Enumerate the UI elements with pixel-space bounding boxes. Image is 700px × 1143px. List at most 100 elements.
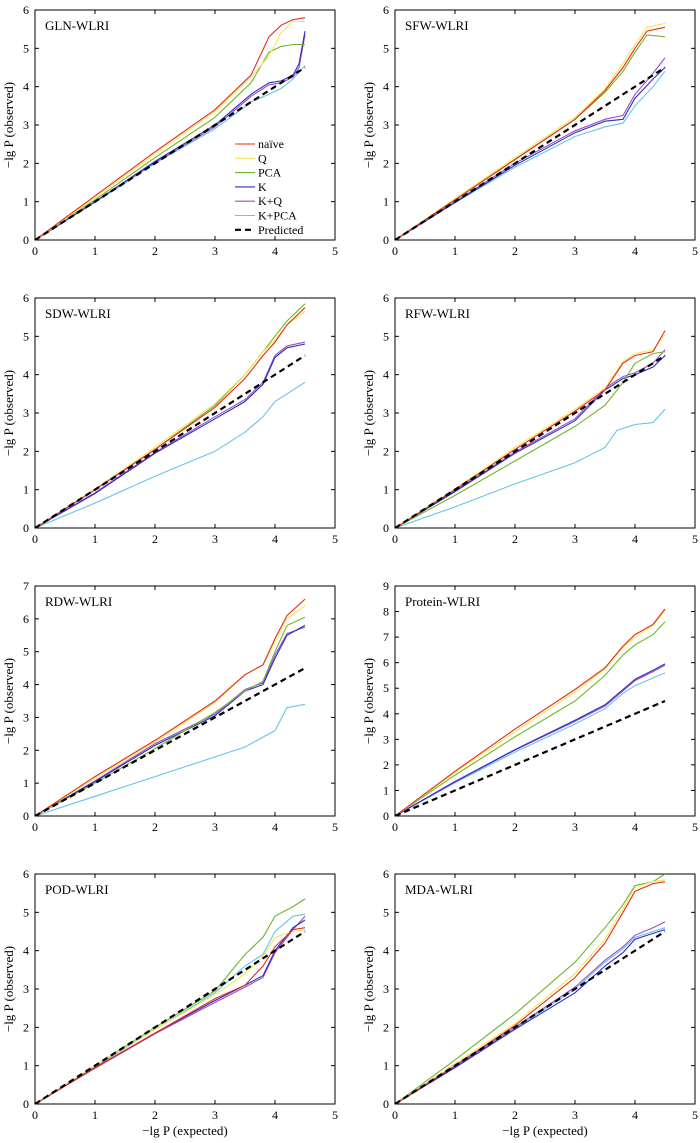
y-tick-label: 1 (23, 776, 29, 790)
x-tick-label: 5 (692, 244, 698, 258)
y-tick-label: 1 (383, 483, 389, 497)
x-tick-label: 0 (32, 244, 38, 258)
y-tick-label: 8 (383, 605, 389, 619)
x-tick-label: 5 (692, 532, 698, 546)
y-tick-label: 5 (383, 329, 389, 343)
series-line-naive (395, 26, 666, 240)
x-tick-label: 5 (332, 532, 338, 546)
x-tick-label: 3 (572, 1108, 578, 1122)
y-axis-label: −lg P (observed) (1, 82, 16, 168)
series-line-predicted (395, 66, 666, 240)
y-tick-label: 5 (383, 41, 389, 55)
panel-pod-wlri: 0 1 2 3 4 5 0 1 2 3 4 5 6 POD-WLRI −lg P (observed) −lg… (1, 867, 338, 1138)
y-tick-label: 0 (383, 233, 389, 247)
series-line-predicted (35, 354, 306, 528)
plot-frame (34, 297, 336, 529)
y-tick-label: 2 (23, 1020, 29, 1034)
y-tick-label: 4 (383, 944, 389, 958)
y-tick-label: 1 (23, 1059, 29, 1073)
legend-label-naive: naïve (258, 137, 284, 151)
x-tick-label: 4 (272, 244, 278, 258)
series-line-q (35, 20, 305, 240)
y-tick-label: 9 (383, 579, 389, 593)
panel-title: GLN-WLRI (45, 18, 109, 33)
y-tick-label: 1 (23, 483, 29, 497)
series-line-naive (35, 927, 306, 1104)
panel-title: SFW-WLRI (405, 18, 469, 33)
series-line-pca (395, 351, 666, 528)
x-tick-label: 3 (212, 532, 218, 546)
x-tick-label: 0 (32, 532, 38, 546)
x-tick-label: 5 (692, 1108, 698, 1122)
series-line-k (35, 343, 306, 528)
y-tick-label: 2 (23, 156, 29, 170)
y-tick-label: 2 (383, 156, 389, 170)
y-tick-label: 7 (383, 630, 389, 644)
x-tick-label: 2 (152, 244, 158, 258)
y-tick-label: 3 (23, 406, 29, 420)
y-tick-label: 2 (23, 444, 29, 458)
series-line-predicted (35, 930, 306, 1104)
series-line-q (395, 879, 666, 1104)
series-line-k-plus-pca (395, 70, 666, 240)
x-tick-label: 5 (332, 244, 338, 258)
y-tick-label: 1 (383, 783, 389, 797)
panel-sfw-wlri: 0 1 2 3 4 5 0 1 2 3 4 5 6 SFW-WLRI −lg P (observed) (361, 3, 698, 258)
x-tick-label: 2 (512, 532, 518, 546)
x-tick-label: 5 (692, 820, 698, 834)
y-tick-label: 3 (383, 732, 389, 746)
y-tick-label: 5 (23, 329, 29, 343)
y-tick-label: 1 (383, 195, 389, 209)
series-line-k-plus-pca (395, 672, 666, 816)
series-line-q (395, 609, 666, 816)
x-tick-label: 4 (272, 820, 278, 834)
y-tick-label: 2 (23, 743, 29, 757)
y-tick-label: 4 (23, 368, 29, 382)
legend-label-pca: PCA (258, 166, 282, 180)
x-tick-label: 0 (32, 1108, 38, 1122)
x-tick-label: 4 (272, 532, 278, 546)
y-tick-label: 4 (383, 707, 389, 721)
panel-mda-wlri: 0 1 2 3 4 5 0 1 2 3 4 5 6 MDA-WLRI −lg P (observed) −lg… (361, 867, 698, 1138)
plot-frame (34, 873, 336, 1105)
y-tick-label: 4 (383, 368, 389, 382)
y-tick-label: 0 (23, 521, 29, 535)
y-axis-label: −lg P (observed) (1, 370, 16, 456)
y-tick-label: 6 (23, 3, 29, 17)
y-axis-label: −lg P (observed) (361, 370, 376, 456)
y-tick-label: 3 (23, 710, 29, 724)
series-line-predicted (35, 66, 306, 240)
plot-frame (394, 9, 696, 241)
series-line-k-plus-pca (35, 913, 306, 1104)
y-axis-label: −lg P (observed) (361, 82, 376, 168)
x-tick-label: 2 (512, 820, 518, 834)
y-tick-label: 6 (383, 291, 389, 305)
series-line-q (395, 22, 666, 240)
y-tick-label: 7 (23, 579, 29, 593)
y-tick-label: 4 (23, 80, 29, 94)
series-line-k-plus-pca (35, 703, 306, 816)
x-tick-label: 1 (92, 1108, 98, 1122)
y-tick-label: 6 (383, 3, 389, 17)
y-tick-label: 0 (23, 809, 29, 823)
y-tick-label: 2 (383, 758, 389, 772)
panel-rdw-wlri: 0 1 2 3 4 5 0 1 2 3 4 5 6 7 RDW-WLRI −lg P (observed) (1, 579, 338, 834)
legend-label-q: Q (258, 151, 267, 165)
series-line-k-plus-q (35, 915, 306, 1104)
y-tick-label: 4 (23, 678, 29, 692)
series-line-k-plus-q (35, 626, 306, 816)
series-line-naive (35, 17, 306, 240)
y-tick-label: 0 (23, 233, 29, 247)
x-tick-label: 0 (392, 244, 398, 258)
x-tick-label: 4 (272, 1108, 278, 1122)
y-tick-label: 1 (383, 1059, 389, 1073)
x-tick-label: 2 (512, 244, 518, 258)
plot-frame (34, 585, 336, 817)
x-tick-label: 0 (392, 820, 398, 834)
y-tick-label: 6 (383, 656, 389, 670)
series-line-pca (35, 43, 305, 240)
y-tick-label: 3 (383, 406, 389, 420)
series-line-k-plus-pca (395, 408, 666, 528)
x-tick-label: 0 (392, 1108, 398, 1122)
y-tick-label: 0 (383, 1097, 389, 1111)
